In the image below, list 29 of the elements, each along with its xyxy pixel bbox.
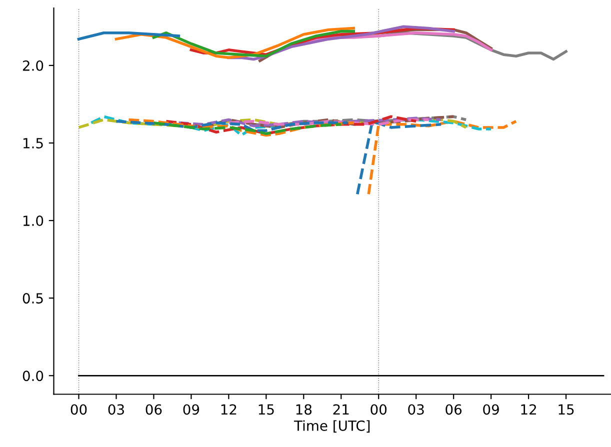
x-tick-label: 15 (258, 404, 274, 415)
x-tick-label: 18 (296, 404, 312, 415)
x-tick-label: 12 (221, 404, 236, 415)
line-series (177, 116, 442, 128)
line-series (164, 115, 418, 136)
y-tick-label: 2.0 (22, 60, 44, 71)
line-series (77, 31, 180, 40)
x-tick-label: 06 (146, 404, 162, 415)
line-series (114, 120, 349, 132)
x-axis-title: Time [UTC] (294, 420, 370, 433)
x-tick-label: 00 (370, 404, 387, 415)
x-tick-label: 09 (183, 404, 200, 415)
line-series (152, 30, 356, 58)
x-tick-label: 12 (521, 404, 536, 415)
x-tick-label: 03 (108, 404, 124, 415)
x-tick-label: 09 (483, 404, 499, 415)
y-tick-label: 0.5 (22, 293, 43, 304)
line-series (356, 120, 442, 196)
line-series (367, 120, 518, 196)
x-tick-label: 21 (333, 404, 349, 415)
y-tick-label: 1.5 (23, 138, 43, 148)
x-tick-label: 06 (446, 404, 462, 415)
x-tick-label: 00 (70, 404, 87, 415)
line-series (127, 118, 356, 137)
y-tick-label: 1.0 (23, 216, 44, 226)
y-tick-label: 0.0 (22, 370, 44, 382)
line-series (152, 121, 343, 136)
x-tick-label: 15 (558, 404, 574, 415)
x-tick-label: 03 (408, 404, 424, 415)
